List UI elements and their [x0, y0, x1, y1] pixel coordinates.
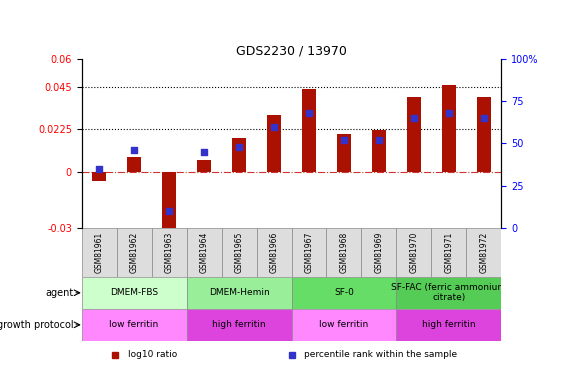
Bar — [197, 160, 211, 172]
Bar — [372, 130, 386, 172]
Bar — [117, 228, 152, 277]
Bar — [222, 228, 257, 277]
Bar — [466, 228, 501, 277]
Bar — [292, 309, 396, 341]
Bar — [292, 228, 326, 277]
Point — [269, 124, 279, 130]
Text: SF-FAC (ferric ammonium
citrate): SF-FAC (ferric ammonium citrate) — [391, 283, 507, 303]
Bar — [92, 172, 106, 181]
Text: low ferritin: low ferritin — [110, 320, 159, 329]
Point — [304, 110, 314, 116]
Text: GSM81965: GSM81965 — [234, 232, 244, 273]
Point — [339, 137, 349, 143]
Bar — [361, 228, 396, 277]
Text: GSM81961: GSM81961 — [94, 232, 104, 273]
Bar — [396, 309, 501, 341]
Text: GSM81963: GSM81963 — [164, 232, 174, 273]
Bar — [267, 116, 281, 172]
Bar — [337, 134, 351, 172]
Text: GSM81966: GSM81966 — [269, 232, 279, 273]
Text: log10 ratio: log10 ratio — [128, 350, 177, 359]
Point — [479, 115, 489, 121]
Bar — [187, 309, 292, 341]
Point — [444, 110, 454, 116]
Bar — [396, 277, 501, 309]
Bar — [82, 309, 187, 341]
Point — [234, 144, 244, 150]
Text: agent: agent — [45, 288, 73, 298]
Point — [129, 147, 139, 153]
Bar — [257, 228, 292, 277]
Text: GSM81971: GSM81971 — [444, 232, 454, 273]
Bar — [442, 86, 456, 172]
Bar — [292, 277, 396, 309]
Text: GSM81962: GSM81962 — [129, 232, 139, 273]
Text: GSM81972: GSM81972 — [479, 232, 489, 273]
Text: high ferritin: high ferritin — [422, 320, 476, 329]
Text: high ferritin: high ferritin — [212, 320, 266, 329]
Bar — [82, 228, 117, 277]
Text: DMEM-Hemin: DMEM-Hemin — [209, 288, 269, 297]
Bar — [477, 97, 491, 172]
Text: GSM81964: GSM81964 — [199, 232, 209, 273]
Bar — [82, 277, 187, 309]
Text: GSM81970: GSM81970 — [409, 232, 419, 273]
Point — [94, 166, 104, 172]
Text: DMEM-FBS: DMEM-FBS — [110, 288, 158, 297]
Bar — [232, 138, 246, 172]
Text: growth protocol: growth protocol — [0, 320, 73, 330]
Point — [374, 137, 384, 143]
Text: GSM81967: GSM81967 — [304, 232, 314, 273]
Bar — [396, 228, 431, 277]
Text: GSM81969: GSM81969 — [374, 232, 384, 273]
Point — [409, 115, 419, 121]
Text: low ferritin: low ferritin — [319, 320, 368, 329]
Bar — [431, 228, 466, 277]
Bar — [187, 228, 222, 277]
Bar — [407, 97, 421, 172]
Bar — [326, 228, 361, 277]
Bar — [127, 157, 141, 172]
Text: SF-0: SF-0 — [334, 288, 354, 297]
Point — [199, 149, 209, 155]
Text: GSM81968: GSM81968 — [339, 232, 349, 273]
Text: percentile rank within the sample: percentile rank within the sample — [304, 350, 457, 359]
Bar — [162, 172, 176, 233]
Bar — [302, 89, 316, 172]
Point — [164, 208, 174, 214]
Bar — [152, 228, 187, 277]
Bar — [187, 277, 292, 309]
Title: GDS2230 / 13970: GDS2230 / 13970 — [236, 45, 347, 58]
